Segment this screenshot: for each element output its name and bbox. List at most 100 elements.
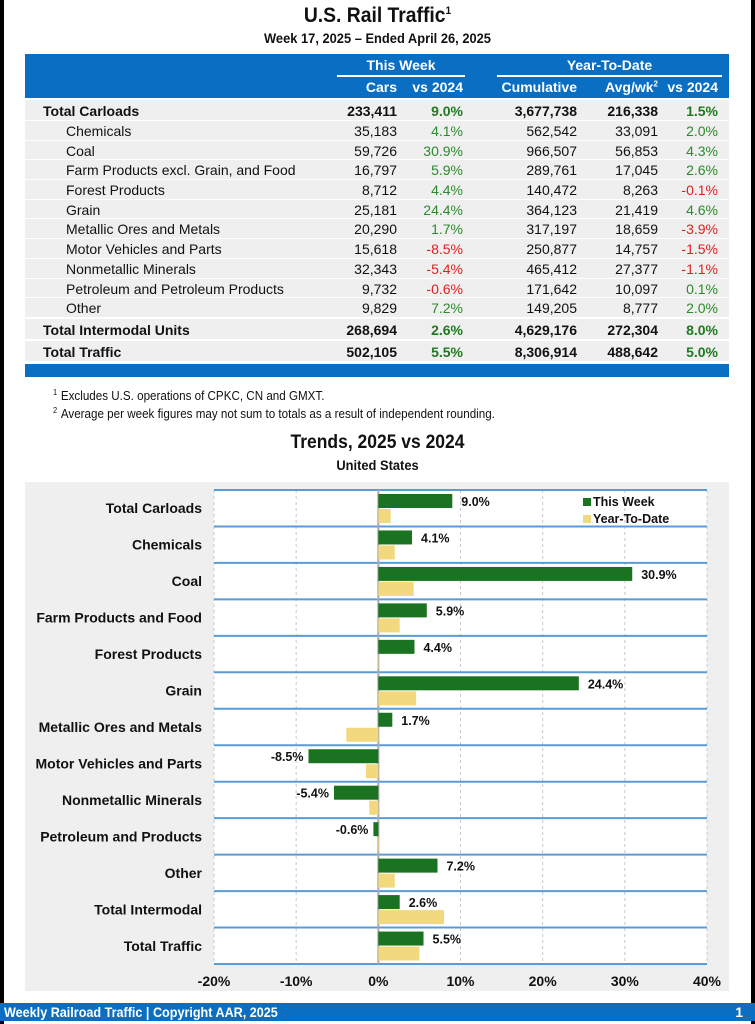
table-row: Nonmetallic Minerals 32,343 -5.4% 465,412 27… bbox=[25, 257, 729, 278]
bar-this-week bbox=[333, 785, 379, 800]
cell-cars: 8,712 bbox=[361, 182, 397, 199]
rail-traffic-table: This Week Year-To-Date Cars vs 2024 Cumu… bbox=[25, 54, 729, 377]
table-row: Metallic Ores and Metals 20,290 1.7% 317,19… bbox=[25, 218, 729, 239]
cell-cumulative: 465,412 bbox=[526, 260, 577, 277]
category-label: Forest Products bbox=[95, 646, 203, 662]
category-label: Petroleum and Products bbox=[40, 828, 202, 844]
category-label: Farm Products and Food bbox=[36, 610, 202, 626]
cell-ytd-vs: 2.0% bbox=[686, 300, 718, 317]
cell-ytd-vs: 4.3% bbox=[686, 142, 718, 159]
bar-ytd bbox=[346, 727, 379, 742]
category-label: Metallic Ores and Metals bbox=[39, 719, 203, 735]
bar-this-week bbox=[308, 749, 379, 764]
cell-week-vs: 4.4% bbox=[431, 182, 463, 199]
row-label: Nonmetallic Minerals bbox=[66, 260, 196, 277]
row-label: Total Carloads bbox=[43, 103, 140, 119]
cell-cars: 9,829 bbox=[361, 300, 397, 317]
x-tick-label: 10% bbox=[446, 973, 475, 989]
cell-week-vs: 9.0% bbox=[431, 103, 463, 119]
cell-cumulative: 140,472 bbox=[526, 182, 577, 199]
row-label: Farm Products excl. Grain, and Food bbox=[66, 162, 296, 179]
cell-avg-wk: 14,757 bbox=[615, 241, 658, 258]
table-body: Total Carloads 233,411 9.0% 3,677,738 216,33… bbox=[25, 98, 729, 361]
table-row: Total Intermodal Units 268,694 2.6% 4,629,1… bbox=[25, 316, 729, 339]
legend-label-this-week: This Week bbox=[593, 495, 655, 509]
cell-week-vs: 7.2% bbox=[431, 300, 463, 317]
cell-cars: 9,732 bbox=[361, 280, 397, 297]
legend-swatch-ytd bbox=[583, 515, 591, 523]
cell-ytd-vs: -3.9% bbox=[681, 221, 718, 238]
bar-this-week bbox=[378, 494, 453, 508]
bar-this-week bbox=[378, 566, 633, 581]
bar-this-week bbox=[378, 676, 579, 691]
chart-title: Trends, 2025 vs 2024 bbox=[290, 432, 465, 453]
bar-ytd bbox=[378, 509, 391, 523]
cell-cumulative: 149,205 bbox=[526, 300, 577, 317]
bar-this-week bbox=[378, 712, 393, 727]
data-label: -0.6% bbox=[336, 823, 369, 837]
bar-this-week bbox=[378, 895, 400, 910]
cell-cars: 20,290 bbox=[354, 221, 397, 238]
chart-subtitle: United States bbox=[336, 457, 419, 473]
cell-cumulative: 4,629,176 bbox=[514, 321, 577, 338]
cell-week-vs: 30.9% bbox=[423, 142, 463, 159]
category-label: Coal bbox=[172, 573, 202, 589]
x-tick-label: 20% bbox=[529, 973, 558, 989]
bar-this-week bbox=[378, 639, 415, 654]
data-label: 4.1% bbox=[421, 531, 450, 545]
cell-ytd-vs: 4.6% bbox=[686, 201, 718, 218]
table-row: Farm Products excl. Grain, and Food 16,79… bbox=[25, 159, 729, 180]
table-row: Forest Products 8,712 4.4% 140,472 8,263 -0.1… bbox=[25, 179, 729, 199]
cell-cumulative: 562,542 bbox=[526, 123, 577, 139]
table-row: Chemicals 35,183 4.1% 562,542 33,091 2.0% bbox=[25, 120, 729, 140]
cell-ytd-vs: -1.1% bbox=[681, 260, 718, 277]
category-label: Motor Vehicles and Parts bbox=[36, 755, 203, 771]
cell-avg-wk: 216,338 bbox=[607, 103, 658, 119]
bar-ytd bbox=[378, 581, 414, 596]
cell-week-vs: 4.1% bbox=[431, 123, 463, 139]
footer-text: Weekly Railroad Traffic | Copyright AAR,… bbox=[4, 1004, 278, 1020]
table-row: Motor Vehicles and Parts 15,618 -8.5% 250,8… bbox=[25, 238, 729, 258]
cell-cumulative: 966,507 bbox=[526, 142, 577, 159]
legend-swatch-this-week bbox=[583, 498, 591, 506]
cell-cars: 268,694 bbox=[346, 321, 397, 338]
group-header-this-week: This Week bbox=[337, 57, 465, 77]
row-label: Forest Products bbox=[66, 182, 165, 199]
category-label: Chemicals bbox=[132, 537, 202, 553]
category-label: Total Carloads bbox=[106, 500, 202, 516]
cell-week-vs: -0.6% bbox=[426, 280, 463, 297]
row-label: Grain bbox=[66, 201, 101, 218]
bar-ytd bbox=[378, 618, 400, 633]
cell-cumulative: 250,877 bbox=[526, 241, 577, 258]
cell-ytd-vs: 2.0% bbox=[686, 123, 718, 139]
bar-ytd bbox=[377, 654, 379, 669]
category-label: Grain bbox=[165, 683, 202, 699]
cell-week-vs: -8.5% bbox=[426, 241, 463, 258]
cell-avg-wk: 17,045 bbox=[615, 162, 658, 179]
bar-ytd bbox=[378, 873, 395, 888]
col-header-cumulative: Cumulative bbox=[501, 79, 577, 95]
col-header-ytd-vs: vs 2024 bbox=[667, 79, 718, 95]
cell-week-vs: -5.4% bbox=[426, 260, 463, 277]
bar-this-week bbox=[373, 822, 379, 837]
cell-avg-wk: 8,263 bbox=[622, 182, 658, 199]
category-label: Total Traffic bbox=[124, 938, 203, 954]
table-row: Other 9,829 7.2% 149,205 8,777 2.0% bbox=[25, 297, 729, 317]
bar-ytd bbox=[366, 764, 379, 779]
cell-cars: 502,105 bbox=[346, 343, 397, 360]
row-label: Petroleum and Petroleum Products bbox=[66, 280, 284, 297]
bar-ytd bbox=[378, 545, 395, 560]
cell-cars: 32,343 bbox=[354, 260, 397, 277]
cell-week-vs: 24.4% bbox=[423, 201, 463, 218]
row-label: Other bbox=[66, 300, 102, 317]
cell-ytd-vs: -1.5% bbox=[681, 241, 718, 258]
data-label: 30.9% bbox=[641, 568, 676, 582]
table-row: Coal 59,726 30.9% 966,507 56,853 4.3% bbox=[25, 139, 729, 160]
row-label: Motor Vehicles and Parts bbox=[66, 241, 222, 258]
cell-cumulative: 289,761 bbox=[526, 162, 577, 179]
bar-ytd bbox=[378, 946, 420, 961]
cell-cars: 233,411 bbox=[347, 103, 397, 119]
cell-avg-wk: 10,097 bbox=[615, 280, 658, 297]
trends-chart: Total Carloads 9.0% Chemicals 4.1% Coal 30.9%… bbox=[25, 482, 729, 991]
cell-ytd-vs: -0.1% bbox=[681, 182, 718, 199]
